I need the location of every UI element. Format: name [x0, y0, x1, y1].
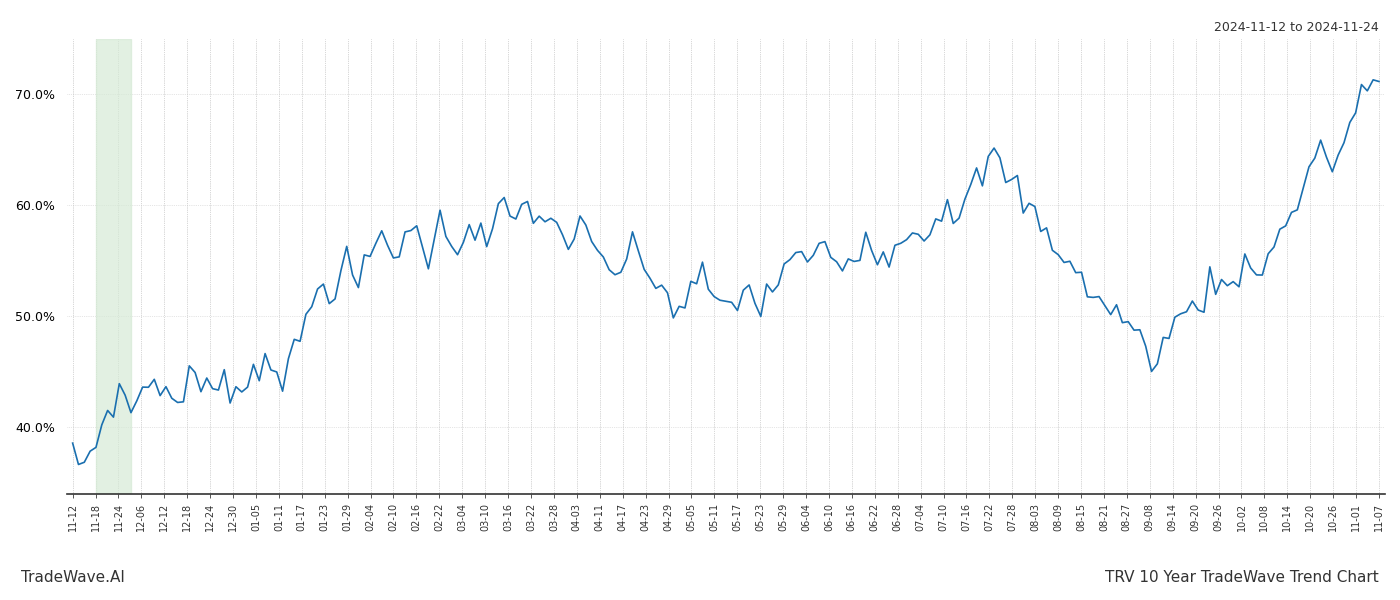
Bar — [97, 39, 132, 494]
Text: TRV 10 Year TradeWave Trend Chart: TRV 10 Year TradeWave Trend Chart — [1105, 570, 1379, 585]
Text: TradeWave.AI: TradeWave.AI — [21, 570, 125, 585]
Text: 2024-11-12 to 2024-11-24: 2024-11-12 to 2024-11-24 — [1214, 21, 1379, 34]
